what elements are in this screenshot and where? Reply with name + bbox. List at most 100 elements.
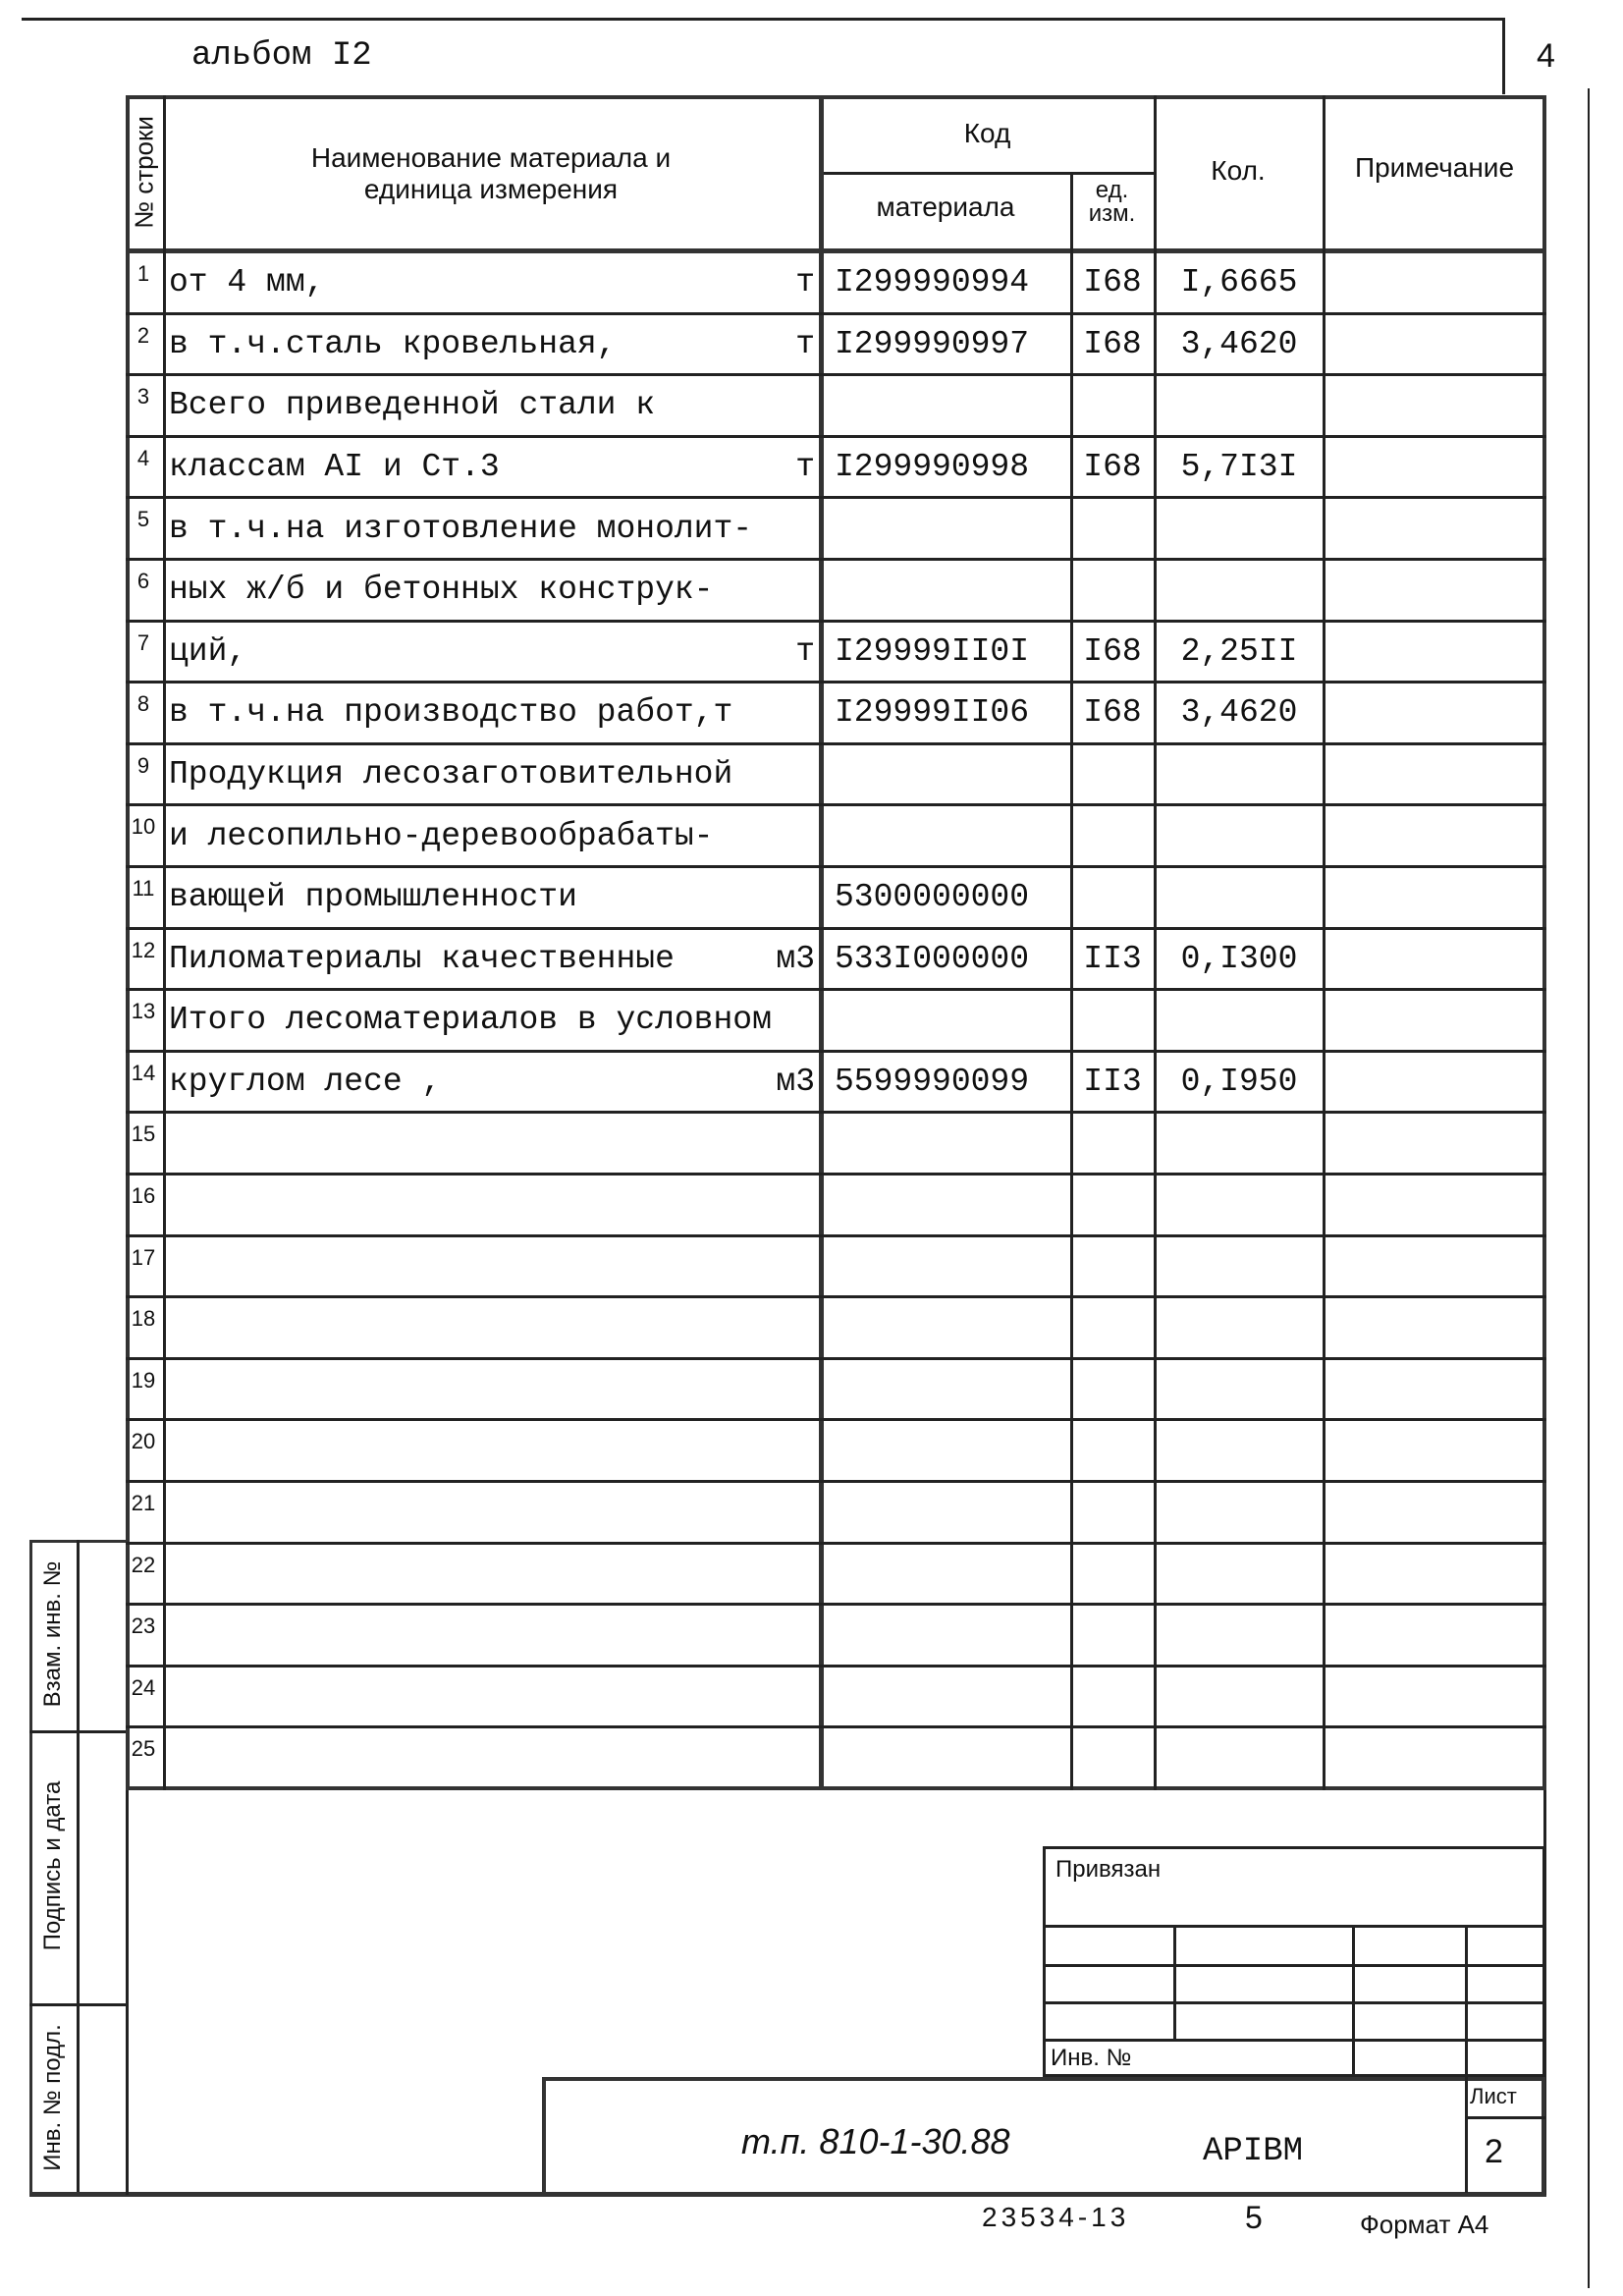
- title-block: [542, 2077, 1545, 2195]
- unit-code: I68: [1083, 632, 1142, 670]
- quantity: [1159, 1175, 1320, 1234]
- material-code: [835, 1483, 1066, 1542]
- material-name: в т.ч.сталь кровельная,: [169, 325, 617, 362]
- material-name: в т.ч.на производство работ,т: [169, 694, 733, 732]
- material-code: [835, 806, 1066, 865]
- row-number: 4: [136, 445, 150, 470]
- unit: т: [795, 449, 815, 486]
- unit-code: [1074, 1667, 1151, 1726]
- table-row: 5 в т.ч.на изготовление монолит-: [126, 499, 1546, 561]
- unit-code: II3: [1083, 940, 1142, 977]
- unit-code: I68: [1083, 264, 1142, 301]
- quantity: [1159, 868, 1320, 927]
- sheet-number: 2: [1485, 2133, 1503, 2170]
- material-name: круглом лесе ,: [169, 1064, 442, 1101]
- unit-code: [1074, 376, 1151, 435]
- quantity: [1159, 376, 1320, 435]
- col-divider: [1154, 95, 1157, 1790]
- row-number: 11: [132, 876, 155, 901]
- unit-code: I68: [1083, 325, 1142, 362]
- unit-code: [1074, 1237, 1151, 1296]
- unit-code: [1074, 806, 1151, 865]
- row-number: 12: [131, 937, 156, 962]
- bound-block: [1043, 1846, 1545, 2077]
- stamp-line: [1043, 2039, 1545, 2042]
- footer-number: 5: [1245, 2200, 1263, 2235]
- material-name: ций,: [169, 632, 247, 670]
- header-code-material: материала: [876, 191, 1015, 222]
- spec-table: [126, 95, 1546, 1790]
- material-name: от 4 мм,: [169, 264, 325, 301]
- table-row: 15: [126, 1114, 1546, 1175]
- header-code-unit: ед. изм.: [1088, 177, 1136, 227]
- table-row: 1 от 4 мм, т I299990994 I68 I,6665: [126, 253, 1546, 315]
- material-code: I299990998: [835, 449, 1030, 486]
- material-name: Продукция лесозаготовительной: [169, 756, 733, 793]
- material-code: I299990994: [835, 264, 1030, 301]
- header-note: Примечание: [1354, 152, 1515, 183]
- quantity: [1159, 745, 1320, 804]
- row-number: 10: [131, 814, 156, 840]
- row-number: 2: [136, 322, 150, 348]
- table-row: 18: [126, 1298, 1546, 1360]
- format-label: Формат А4: [1360, 2210, 1489, 2239]
- quantity: [1159, 561, 1320, 620]
- unit: т: [795, 632, 815, 670]
- header-row-no: № строки: [129, 116, 159, 229]
- unit-code: II3: [1083, 1064, 1142, 1101]
- stamp-line: [1043, 1925, 1545, 1928]
- material-code: [835, 1237, 1066, 1296]
- quantity: [1159, 1237, 1320, 1296]
- table-row: 16: [126, 1175, 1546, 1237]
- table-row: 8 в т.ч.на производство работ,т I29999II06…: [126, 683, 1546, 745]
- stamp-line: [1043, 1964, 1545, 1967]
- unit-code: [1074, 1728, 1151, 1790]
- doc-mark: АРIВМ: [1203, 2133, 1304, 2170]
- table-row: 21: [126, 1483, 1546, 1545]
- unit-code: [1074, 1175, 1151, 1234]
- quantity: [1159, 1421, 1320, 1480]
- row-number: 24: [131, 1674, 156, 1700]
- table-row: 9 Продукция лесозаготовительной: [126, 745, 1546, 807]
- top-border: [22, 18, 1502, 21]
- table-row: 3 Всего приведенной стали к: [126, 376, 1546, 438]
- quantity: 0,I950: [1180, 1064, 1298, 1101]
- unit-code: [1074, 499, 1151, 558]
- album-label: альбом I2: [191, 37, 372, 75]
- material-name: Пиломатериалы качественные: [169, 940, 675, 977]
- table-row: 22: [126, 1545, 1546, 1607]
- unit-code: [1074, 1606, 1151, 1665]
- header-code: Код: [963, 118, 1011, 148]
- material-code: [835, 1421, 1066, 1480]
- row-number: 23: [131, 1613, 156, 1639]
- stamp-col: [1173, 1925, 1176, 2039]
- col-divider: [819, 95, 824, 1790]
- table-row: 14 круглом лесе , м3 5599990099 II3 0,I950: [126, 1053, 1546, 1115]
- row-number: 18: [131, 1306, 156, 1332]
- quantity: 2,25II: [1180, 632, 1298, 670]
- stamp-col: [1465, 1925, 1468, 2077]
- row-number: 1: [136, 261, 150, 286]
- bound-label: Привязан: [1055, 1856, 1162, 1883]
- side-strip-divider: [77, 1540, 80, 2195]
- material-code: I29999II0I: [835, 632, 1030, 670]
- unit-code: [1074, 745, 1151, 804]
- quantity: [1159, 1667, 1320, 1726]
- unit: м3: [776, 1064, 815, 1101]
- material-code: [835, 499, 1066, 558]
- material-name: в т.ч.на изготовление монолит-: [169, 510, 753, 547]
- unit-code: [1074, 561, 1151, 620]
- row-number: 15: [131, 1121, 156, 1147]
- side-strip-line: [29, 2003, 126, 2006]
- table-row: 19: [126, 1360, 1546, 1422]
- material-code: [835, 1298, 1066, 1357]
- row-number: 22: [131, 1552, 156, 1577]
- unit-code: I68: [1083, 694, 1142, 732]
- row-number: 5: [136, 507, 150, 532]
- right-edge-line: [1588, 88, 1590, 2288]
- unit: т: [795, 264, 815, 301]
- row-number: 20: [131, 1429, 156, 1454]
- table-row: 17: [126, 1237, 1546, 1299]
- header-name: Наименование материала и единица измерен…: [310, 142, 672, 204]
- table-row: 20: [126, 1421, 1546, 1483]
